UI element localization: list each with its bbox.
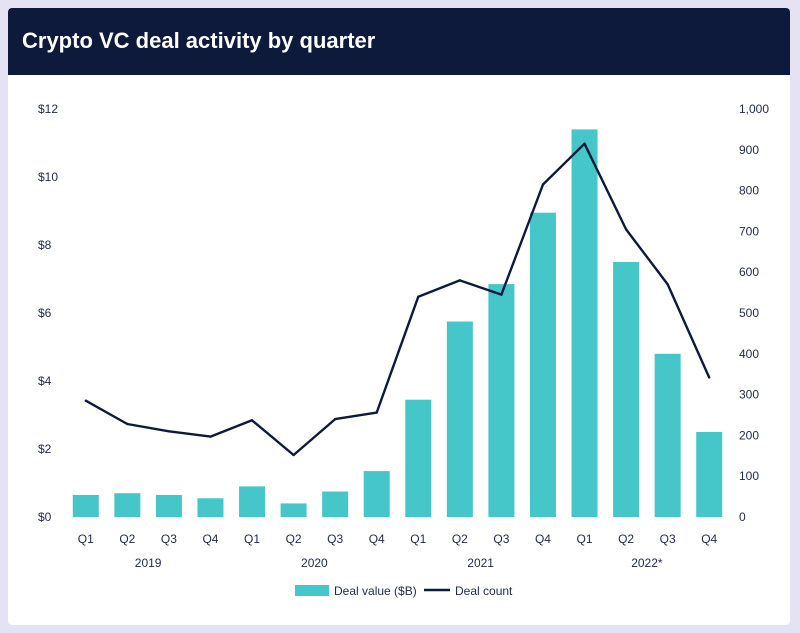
- deal-count-point-15: [666, 283, 669, 286]
- x-tick-label: Q3: [660, 532, 676, 546]
- bar-6: [280, 503, 307, 517]
- year-label: 2019: [135, 556, 162, 570]
- deal-count-point-9: [417, 295, 420, 298]
- right-tick-label: 200: [739, 428, 759, 442]
- right-tick-label: 900: [739, 143, 759, 157]
- deal-count-point-12: [541, 183, 545, 186]
- left-tick-label: $6: [38, 306, 52, 320]
- x-tick-label: Q4: [701, 532, 717, 546]
- x-tick-label: Q2: [452, 532, 468, 546]
- bar-15: [654, 353, 681, 517]
- deal-count-point-5: [250, 419, 254, 422]
- right-tick-label: 1,000: [739, 102, 769, 116]
- deal-count-point-2: [126, 422, 129, 426]
- bar-8: [363, 471, 390, 517]
- legend-line-label: Deal count: [455, 584, 513, 598]
- deal-count-point-3: [167, 430, 171, 433]
- left-tick-label: $8: [38, 238, 52, 252]
- x-tick-label: Q3: [493, 532, 509, 546]
- deal-count-point-13: [583, 142, 586, 145]
- x-tick-label: Q4: [202, 532, 218, 546]
- right-tick-label: 0: [739, 510, 746, 524]
- x-tick-label: Q1: [78, 532, 94, 546]
- left-tick-label: $0: [38, 510, 52, 524]
- bar-16: [696, 432, 723, 517]
- deal-count-point-10: [458, 279, 462, 282]
- year-label: 2021: [467, 556, 494, 570]
- right-tick-label: 300: [739, 388, 759, 402]
- deal-count-point-16: [708, 376, 711, 379]
- deal-count-point-6: [292, 453, 295, 457]
- bar-5: [239, 486, 266, 517]
- right-tick-label: 600: [739, 265, 759, 279]
- legend-bar-label: Deal value ($B): [334, 584, 417, 598]
- deal-count-point-1: [84, 399, 87, 402]
- x-tick-label: Q1: [244, 532, 260, 546]
- bar-12: [529, 212, 556, 517]
- bars-layer: [72, 129, 723, 517]
- x-tick-label: Q4: [535, 532, 551, 546]
- right-tick-label: 400: [739, 347, 759, 361]
- x-axis: Q1 Q2 Q3 Q4 Q1 Q2 Q3 Q4 Q1 Q2 Q3 Q4 Q1 Q2 Q3 Q4 2019 2020…: [78, 532, 718, 570]
- bar-4: [197, 498, 224, 517]
- bar-3: [155, 494, 182, 517]
- left-axis: $0 $2 $4 $6 $8 $10 $12: [38, 102, 58, 524]
- chart-svg: $0 $2 $4 $6 $8 $10 $12 0 100 200 300 400 500 600 700 8…: [38, 102, 769, 598]
- bar-11: [488, 284, 515, 517]
- x-tick-label: Q3: [161, 532, 177, 546]
- deal-count-point-14: [624, 228, 628, 231]
- bar-1: [72, 494, 99, 517]
- right-tick-label: 500: [739, 306, 759, 320]
- deal-count-line: [85, 142, 711, 457]
- chart-header: Crypto VC deal activity by quarter: [8, 8, 790, 75]
- deal-count-point-4: [209, 435, 212, 438]
- deal-count-point-7: [333, 417, 337, 421]
- bar-14: [613, 262, 640, 517]
- x-tick-label: Q2: [286, 532, 302, 546]
- bar-9: [405, 399, 432, 517]
- right-tick-label: 100: [739, 469, 759, 483]
- left-tick-label: $4: [38, 374, 52, 388]
- chart-title: Crypto VC deal activity by quarter: [22, 28, 376, 53]
- year-label: 2020: [301, 556, 328, 570]
- deal-count-point-11: [500, 293, 503, 296]
- line-layer: [84, 142, 711, 457]
- legend-bar-swatch: [295, 585, 329, 596]
- year-label: 2022*: [631, 556, 663, 570]
- x-tick-label: Q4: [369, 532, 385, 546]
- x-tick-label: Q2: [119, 532, 135, 546]
- x-tick-label: Q1: [410, 532, 426, 546]
- x-tick-label: Q1: [577, 532, 593, 546]
- bar-2: [114, 493, 141, 517]
- right-tick-label: 800: [739, 184, 759, 198]
- bar-10: [446, 321, 473, 517]
- right-tick-label: 700: [739, 224, 759, 238]
- left-tick-label: $12: [38, 102, 58, 116]
- left-tick-label: $2: [38, 442, 52, 456]
- chart-card: Crypto VC deal activity by quarter $0 $2 $…: [8, 8, 790, 625]
- bar-13: [571, 129, 598, 517]
- x-tick-label: Q2: [618, 532, 634, 546]
- left-tick-label: $10: [38, 170, 58, 184]
- x-tick-label: Q3: [327, 532, 343, 546]
- deal-count-point-8: [375, 411, 378, 414]
- legend: Deal value ($B) Deal count: [295, 584, 513, 598]
- right-axis: 0 100 200 300 400 500 600 700 800 900 1,000: [739, 102, 769, 524]
- bar-7: [322, 491, 349, 517]
